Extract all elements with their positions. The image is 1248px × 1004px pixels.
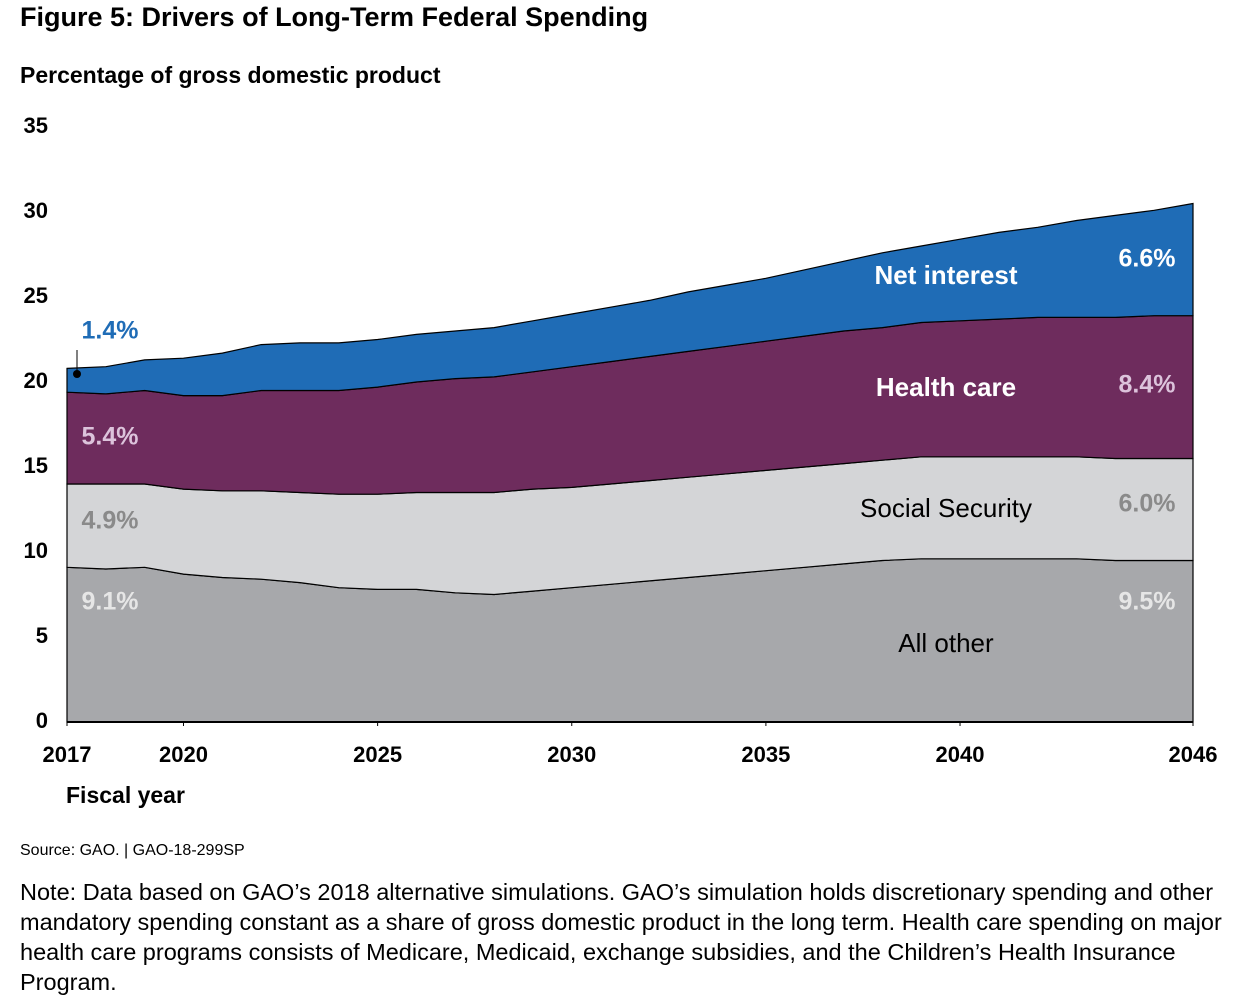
y-tick-label: 5: [36, 623, 48, 648]
y-tick-label: 15: [24, 453, 48, 478]
series-label: All other: [898, 628, 994, 658]
x-tick-label: 2020: [159, 742, 208, 767]
series-label: Health care: [876, 372, 1016, 402]
x-tick-label: 2035: [741, 742, 790, 767]
series-label: Social Security: [860, 493, 1032, 523]
y-tick-label: 0: [36, 708, 48, 733]
data-label: 8.4%: [1119, 371, 1176, 399]
data-label: 9.1%: [82, 588, 139, 616]
x-axis-label: Fiscal year: [66, 782, 185, 808]
y-axis-label: Percentage of gross domestic product: [20, 62, 441, 88]
chart: Figure 5: Drivers of Long-Term Federal S…: [20, 2, 1218, 859]
y-tick-label: 35: [24, 113, 48, 138]
area: [66, 202, 1194, 397]
leader-dot: [73, 370, 81, 378]
note: Note: Data based on GAO’s 2018 alternati…: [20, 879, 1222, 995]
series-label: Net interest: [874, 260, 1017, 290]
data-label: 5.4%: [82, 423, 139, 451]
data-label: 1.4%: [82, 317, 139, 345]
data-label: 9.5%: [1119, 588, 1176, 616]
chart-title: Figure 5: Drivers of Long-Term Federal S…: [20, 2, 648, 32]
data-label: 6.6%: [1119, 245, 1176, 273]
x-tick-label: 2040: [936, 742, 985, 767]
x-tick-label: 2017: [43, 742, 92, 767]
y-tick-label: 10: [24, 538, 48, 563]
data-label: 4.9%: [82, 507, 139, 535]
data-label: 6.0%: [1119, 490, 1176, 518]
source: Source: GAO. | GAO-18-299SP: [20, 842, 245, 859]
x-tick-label: 2030: [547, 742, 596, 767]
x-tick-label: 2025: [353, 742, 402, 767]
area: [66, 558, 1194, 723]
x-tick-label: 2046: [1169, 742, 1218, 767]
y-tick-label: 20: [24, 368, 48, 393]
y-tick-label: 30: [24, 198, 48, 223]
y-tick-label: 25: [24, 283, 48, 308]
